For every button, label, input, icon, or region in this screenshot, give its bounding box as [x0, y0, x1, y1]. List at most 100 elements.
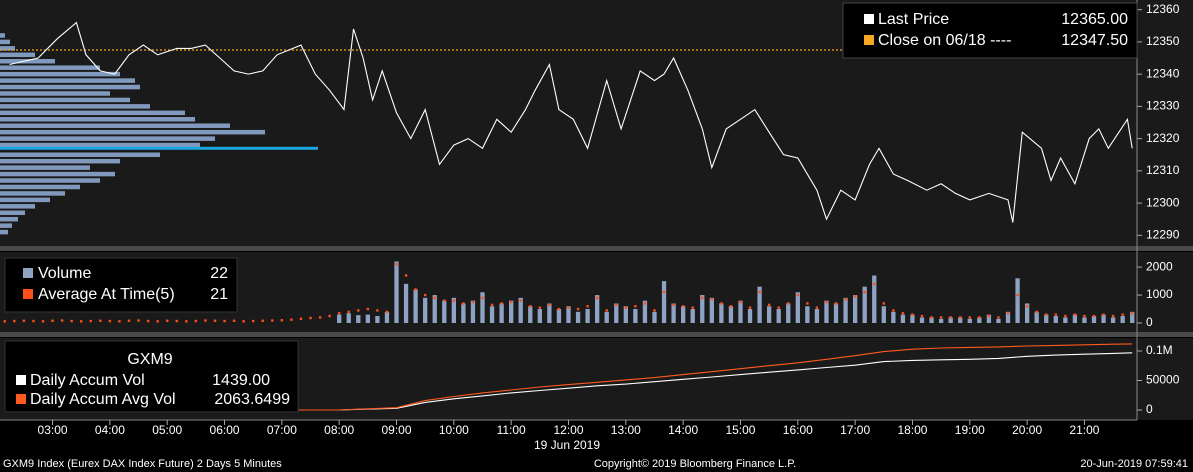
avg-dot	[720, 302, 723, 305]
avg-dot	[118, 320, 121, 323]
volume-bar	[862, 286, 867, 324]
avg-dot	[462, 302, 465, 305]
avg-dot	[1064, 314, 1067, 318]
volume-bar	[1053, 316, 1058, 324]
avg-dot	[882, 302, 886, 305]
volume-bar	[384, 311, 390, 324]
avg-dot	[41, 320, 45, 323]
avg-dot	[1006, 312, 1010, 315]
avg-dot	[949, 316, 952, 319]
x-tick-label: 03:00	[38, 423, 68, 437]
avg-dot	[605, 309, 608, 312]
avg-dot	[1025, 305, 1029, 308]
avg-dot	[337, 312, 341, 315]
x-tick-label: 06:00	[210, 423, 240, 437]
legend-box	[4, 257, 238, 313]
volume-bar	[757, 286, 762, 324]
avg-dot	[777, 306, 780, 309]
volume-bar	[843, 297, 848, 324]
legend-swatch	[16, 375, 26, 385]
avg-dot	[80, 320, 83, 323]
volume-bar	[1091, 316, 1097, 324]
legend-label: Average At Time(5)	[38, 286, 175, 303]
volume-bar	[977, 317, 982, 324]
volume-bar	[690, 309, 695, 324]
volume-bar	[652, 311, 657, 324]
volume-bar	[852, 295, 858, 324]
y-tick-label: 0.1M	[1146, 343, 1173, 357]
volume-bar	[432, 295, 437, 324]
volume-bar	[413, 289, 418, 324]
x-tick-label: 12:00	[553, 423, 583, 437]
avg-dot	[175, 319, 178, 323]
volume-bar	[1110, 317, 1116, 324]
legend-swatch	[23, 289, 33, 299]
avg-dot	[481, 296, 484, 300]
volume-bar	[776, 309, 781, 324]
avg-dot	[423, 293, 427, 297]
legend-swatch	[864, 14, 874, 24]
legend-label: Daily Accum Avg Vol	[30, 391, 176, 408]
profile-bar	[0, 65, 100, 70]
volume-bar	[375, 316, 380, 324]
legend-value: 12365.00	[1061, 11, 1128, 28]
profile-bar	[0, 210, 25, 216]
volume-bar	[614, 303, 619, 324]
avg-dot	[634, 305, 637, 308]
volume-bar	[394, 261, 399, 324]
avg-dot	[1092, 314, 1096, 318]
x-tick-label: 20:00	[1012, 423, 1042, 437]
volume-bar	[480, 292, 485, 324]
profile-bar	[0, 136, 215, 141]
x-tick-label: 19:00	[955, 423, 985, 437]
volume-bar	[938, 318, 944, 324]
volume-bar	[595, 295, 600, 324]
volume-bar	[1024, 303, 1030, 324]
volume-bar	[575, 311, 581, 324]
avg-dot	[194, 319, 198, 323]
avg-dot	[825, 300, 828, 304]
volume-bar	[423, 297, 428, 324]
legend-value: 22	[210, 265, 228, 282]
avg-dot	[672, 303, 675, 307]
volume-bar	[1015, 278, 1020, 324]
avg-dot	[414, 288, 417, 291]
legend-label: Close on 06/18 ----	[878, 32, 1011, 49]
y-tick-label: 12330	[1146, 99, 1180, 113]
legend-label: Volume	[38, 265, 91, 282]
avg-dot	[146, 319, 150, 323]
legend-value: 12347.50	[1061, 32, 1128, 49]
x-tick-label: 04:00	[95, 423, 125, 437]
avg-dot	[863, 291, 866, 294]
volume-bar	[1101, 314, 1106, 324]
y-tick-label: 12290	[1146, 228, 1180, 242]
volume-bar	[833, 303, 839, 324]
profile-bar	[0, 123, 230, 128]
volume-bar	[499, 303, 504, 324]
volume-bar	[489, 306, 495, 324]
profile-bar	[0, 229, 8, 235]
point-of-control	[0, 146, 318, 150]
avg-dot	[567, 306, 570, 309]
avg-dot	[70, 319, 73, 323]
avg-dot	[471, 300, 475, 304]
avg-dot	[519, 299, 522, 302]
profile-bar	[0, 197, 50, 203]
volume-bar	[805, 306, 810, 324]
volume-bar	[728, 306, 734, 324]
avg-dot	[853, 295, 857, 298]
volume-bar	[700, 295, 705, 324]
series-line	[9, 21, 1133, 223]
x-tick-label: 10:00	[439, 423, 469, 437]
plot: 12290 12300 12310 12320 12330 12340 12350 12360…	[0, 2, 1180, 437]
volume-bar	[891, 311, 896, 324]
volume-bar	[824, 300, 829, 324]
avg-dot	[309, 316, 312, 320]
avg-dot	[99, 319, 102, 322]
avg-dot	[939, 316, 943, 319]
volume-bar	[958, 317, 963, 324]
avg-dot	[242, 320, 245, 323]
volume-bar	[795, 292, 800, 324]
volume-bar	[747, 309, 753, 324]
x-tick-label: 14:00	[668, 423, 698, 437]
